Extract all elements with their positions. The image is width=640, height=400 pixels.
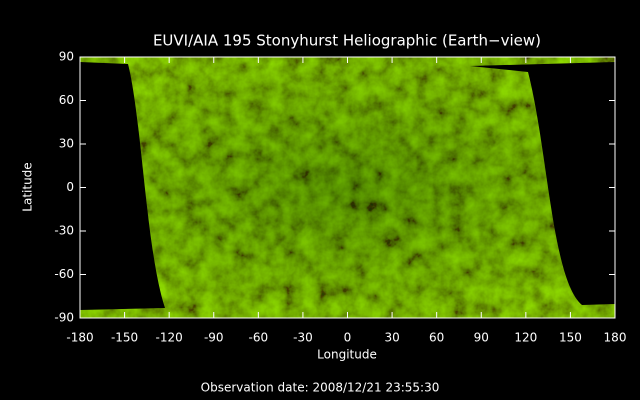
x-tick-label: 60 [429,331,444,345]
y-tick-label: -90 [54,311,74,325]
x-tick-label: 150 [559,331,582,345]
x-tick-label: -150 [111,331,138,345]
chart-title: EUVI/AIA 195 Stonyhurst Heliographic (Ea… [153,32,541,50]
footer: Observation date: 2008/12/21 23:55:30 [201,381,440,395]
x-tick-label: 30 [384,331,399,345]
y-tick-label: 90 [59,50,74,64]
x-tick-label: -120 [156,331,183,345]
x-tick-label: 180 [604,331,627,345]
x-tick-label: -30 [293,331,313,345]
y-axis-label: Latitude [21,162,35,211]
y-tick-label: 30 [59,137,74,151]
y-tick-label: 60 [59,93,74,107]
x-tick-label: -90 [204,331,224,345]
x-tick-label: 0 [344,331,352,345]
y-tick-label: -60 [54,267,74,281]
x-tick-label: -180 [66,331,93,345]
x-tick-label: 120 [514,331,537,345]
x-axis-label: Longitude [317,348,377,362]
x-tick-label: -60 [249,331,269,345]
x-tick-label: 90 [474,331,489,345]
y-tick-label: -30 [54,224,74,238]
y-tick-label: 0 [66,180,74,194]
solar-map [80,57,615,318]
